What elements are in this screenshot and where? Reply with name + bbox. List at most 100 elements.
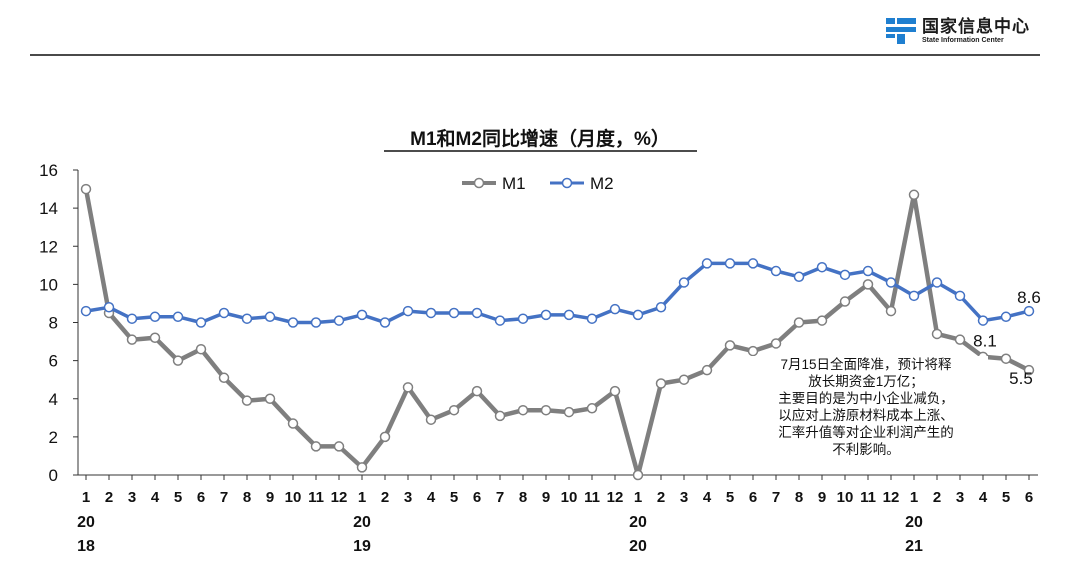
year-label-top: 20 [77, 514, 95, 531]
x-tick-label: 10 [561, 489, 578, 506]
logo-name-cn: 国家信息中心 [922, 17, 1030, 36]
x-tick-label: 1 [634, 489, 642, 506]
data-point-m2 [632, 309, 644, 321]
data-point-m2 [770, 265, 782, 277]
x-tick-label: 8 [795, 489, 803, 506]
header-divider [30, 54, 1040, 56]
legend-marker-m2 [561, 177, 573, 189]
x-tick-label: 11 [308, 489, 324, 506]
data-point-m2 [494, 315, 506, 326]
year-label-bottom: 21 [905, 538, 923, 555]
y-tick-label: 14 [39, 199, 58, 218]
x-tick-label: 2 [105, 489, 113, 506]
x-tick-label: 6 [1025, 489, 1033, 506]
data-point-m1 [701, 364, 713, 376]
data-point-m2 [310, 317, 322, 328]
data-point-m1 [609, 385, 621, 397]
y-tick-label: 6 [49, 352, 58, 371]
x-tick-label: 3 [956, 489, 964, 506]
x-tick-label: 8 [243, 489, 251, 506]
x-tick-label: 8 [519, 489, 527, 506]
annotation-line: 汇率升值等对企业利润产生的 [778, 425, 954, 440]
data-point-m2 [954, 290, 966, 302]
x-tick-label: 5 [726, 489, 734, 506]
data-point-m2 [517, 313, 529, 324]
data-point-m1 [218, 372, 230, 384]
data-label: 8.6 [1017, 288, 1041, 307]
data-point-m1 [747, 345, 759, 357]
data-point-m2 [126, 313, 138, 324]
year-label-top: 20 [629, 514, 647, 531]
x-tick-label: 3 [680, 489, 688, 506]
data-point-m2 [1023, 305, 1035, 317]
x-tick-label: 6 [473, 489, 481, 506]
x-tick-label: 2 [933, 489, 941, 506]
data-point-m1 [149, 332, 161, 343]
data-point-m1 [195, 343, 207, 355]
year-label-bottom: 19 [353, 538, 371, 555]
year-label-top: 20 [905, 514, 923, 531]
chart-title: M1和M2同比增速（月度，%） [410, 127, 670, 150]
data-point-m1 [908, 189, 920, 201]
data-point-m2 [540, 309, 552, 321]
x-tick-label: 5 [1002, 489, 1010, 506]
x-tick-label: 9 [542, 489, 550, 506]
data-point-m1 [356, 462, 368, 473]
data-point-m1 [586, 403, 598, 414]
x-tick-label: 11 [860, 489, 876, 506]
x-tick-label: 5 [450, 489, 458, 506]
data-label: 5.5 [1009, 369, 1033, 388]
x-tick-label: 12 [607, 489, 624, 506]
data-point-m1 [287, 418, 299, 429]
data-point-m2 [379, 317, 391, 328]
legend-label-m2: M2 [590, 174, 614, 193]
data-point-m1 [402, 382, 414, 393]
data-point-m2 [402, 305, 414, 317]
data-point-m1 [862, 279, 874, 290]
data-point-m1 [264, 393, 276, 404]
data-point-m2 [724, 258, 736, 269]
data-point-m2 [977, 315, 989, 326]
data-point-m2 [1000, 311, 1012, 323]
data-point-m2 [356, 309, 368, 321]
annotation-line: 主要目的是为中小企业减负， [778, 391, 954, 406]
data-point-m1 [379, 431, 391, 443]
x-tick-label: 12 [331, 489, 348, 506]
x-tick-label: 10 [285, 489, 302, 506]
data-point-m1 [425, 414, 437, 425]
data-point-m1 [172, 355, 184, 366]
x-tick-label: 1 [82, 489, 90, 506]
x-tick-label: 6 [749, 489, 757, 506]
data-point-m1 [839, 296, 851, 307]
data-label: 8.1 [973, 332, 997, 351]
data-point-m1 [632, 469, 644, 481]
data-point-m2 [172, 311, 184, 323]
data-point-m2 [195, 317, 207, 328]
x-tick-label: 9 [818, 489, 826, 506]
data-point-m2 [609, 303, 621, 315]
x-tick-label: 4 [703, 489, 712, 506]
data-point-m1 [655, 378, 667, 389]
x-tick-label: 1 [358, 489, 366, 506]
data-point-m1 [931, 328, 943, 340]
year-label-bottom: 18 [77, 538, 95, 555]
data-point-m1 [310, 441, 322, 452]
x-tick-label: 4 [979, 489, 988, 506]
x-tick-label: 12 [883, 489, 900, 506]
x-tick-label: 5 [174, 489, 182, 506]
data-point-m1 [471, 385, 483, 397]
logo-mark-icon [886, 18, 916, 44]
data-point-m2 [563, 309, 575, 321]
logo: 国家信息中心 State Information Center [886, 18, 1030, 44]
data-point-m1 [770, 338, 782, 349]
y-tick-label: 8 [49, 314, 58, 333]
data-point-m1 [1023, 364, 1035, 376]
y-tick-label: 0 [49, 466, 58, 485]
data-point-m1 [126, 334, 138, 345]
data-point-m1 [678, 374, 690, 385]
x-tick-label: 10 [837, 489, 854, 506]
annotation-line: 7月15日全面降准，预计将释 [780, 357, 952, 372]
data-point-m2 [908, 290, 920, 302]
data-point-m2 [80, 305, 92, 317]
x-tick-label: 3 [128, 489, 136, 506]
